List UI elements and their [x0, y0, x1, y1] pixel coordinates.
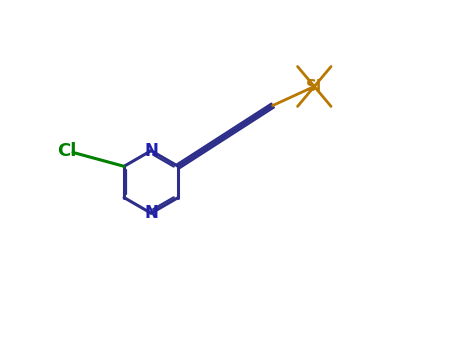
Text: N: N: [144, 142, 158, 160]
Text: Si: Si: [306, 79, 323, 94]
Text: N: N: [144, 204, 158, 222]
Text: Cl: Cl: [57, 142, 76, 160]
